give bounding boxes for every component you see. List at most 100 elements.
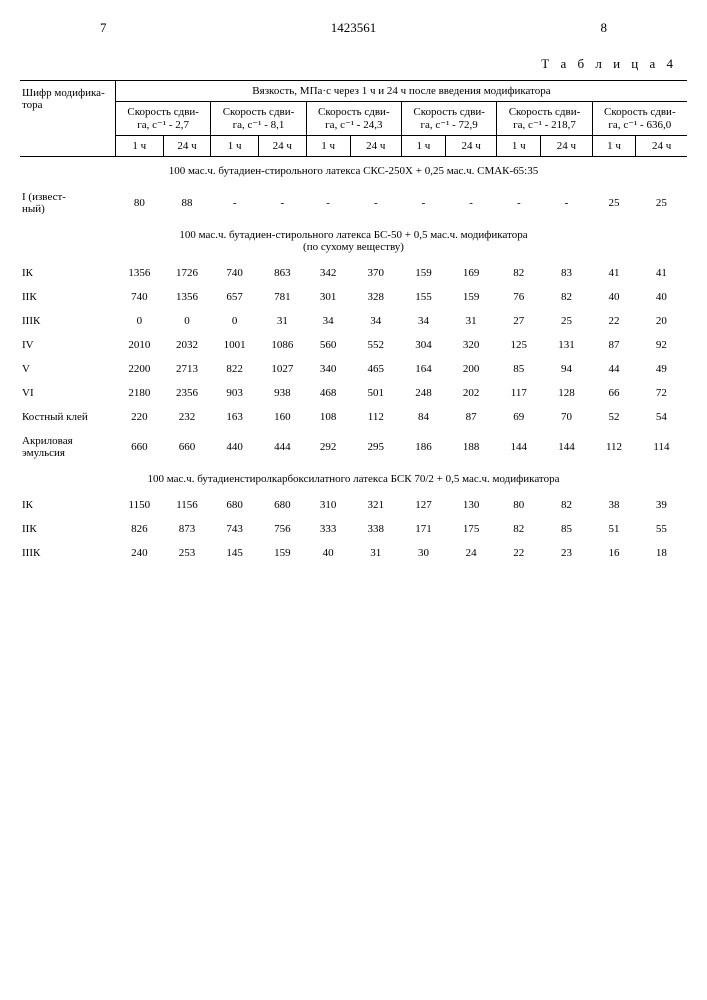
cell: 40 <box>636 285 687 309</box>
row-label: IIIК <box>20 309 116 333</box>
cell: 34 <box>350 309 401 333</box>
cell: 321 <box>350 493 401 517</box>
cell: 501 <box>350 381 401 405</box>
cell: 18 <box>636 541 687 565</box>
cell: 822 <box>211 357 259 381</box>
cell: 27 <box>497 309 541 333</box>
cell: 66 <box>592 381 636 405</box>
cell: 0 <box>163 309 211 333</box>
row-label: IIIК <box>20 541 116 565</box>
row-label: V <box>20 357 116 381</box>
cell: 40 <box>592 285 636 309</box>
cell: - <box>350 185 401 221</box>
cell: 25 <box>541 309 592 333</box>
cell: 171 <box>401 517 445 541</box>
cell: 16 <box>592 541 636 565</box>
cell: 82 <box>541 285 592 309</box>
table-row: IIIК2402531451594031302422231618 <box>20 541 687 565</box>
cell: 131 <box>541 333 592 357</box>
table-row: Акриловая эмульсия6606604404442922951861… <box>20 429 687 465</box>
cell: 44 <box>592 357 636 381</box>
cell: 338 <box>350 517 401 541</box>
cell: 440 <box>211 429 259 465</box>
cell: 22 <box>497 541 541 565</box>
cell: 55 <box>636 517 687 541</box>
sub-24h-3: 24 ч <box>445 136 496 157</box>
cell: 740 <box>211 261 259 285</box>
cell: 370 <box>350 261 401 285</box>
cell: 468 <box>306 381 350 405</box>
section-title-1: 100 мас.ч. бутадиен-стирольного латекса … <box>20 221 687 261</box>
cell: 34 <box>306 309 350 333</box>
data-table: Шифр модифика- тора Вязкость, МПа·с чере… <box>20 80 687 565</box>
row-label: Акриловая эмульсия <box>20 429 116 465</box>
cell: - <box>306 185 350 221</box>
cell: 87 <box>592 333 636 357</box>
cell: 38 <box>592 493 636 517</box>
cell: 54 <box>636 405 687 429</box>
cell: 41 <box>592 261 636 285</box>
cell: - <box>401 185 445 221</box>
cell: 2200 <box>116 357 164 381</box>
cell: 30 <box>401 541 445 565</box>
cell: 938 <box>258 381 306 405</box>
cell: 248 <box>401 381 445 405</box>
cell: 94 <box>541 357 592 381</box>
cell: 863 <box>258 261 306 285</box>
cell: 84 <box>401 405 445 429</box>
cell: 163 <box>211 405 259 429</box>
cell: 2032 <box>163 333 211 357</box>
cell: 88 <box>163 185 211 221</box>
cell: 310 <box>306 493 350 517</box>
sub-24h-5: 24 ч <box>636 136 687 157</box>
row-label: IV <box>20 333 116 357</box>
cell: 130 <box>445 493 496 517</box>
col-rowlabel-1: Шифр модифика- <box>22 87 105 99</box>
cell: 756 <box>258 517 306 541</box>
cell: 69 <box>497 405 541 429</box>
page-left: 7 <box>100 20 107 36</box>
cell: - <box>258 185 306 221</box>
cell: 25 <box>592 185 636 221</box>
cell: 292 <box>306 429 350 465</box>
cell: 159 <box>445 285 496 309</box>
cell: - <box>541 185 592 221</box>
sub-1h-1: 1 ч <box>211 136 259 157</box>
cell: 0 <box>211 309 259 333</box>
table-row: I (извест- ный)8088--------2525 <box>20 185 687 221</box>
cell: 1356 <box>163 285 211 309</box>
cell: 49 <box>636 357 687 381</box>
cell: 83 <box>541 261 592 285</box>
cell: 657 <box>211 285 259 309</box>
cell: 2713 <box>163 357 211 381</box>
cell: 0 <box>116 309 164 333</box>
cell: 202 <box>445 381 496 405</box>
cell: 240 <box>116 541 164 565</box>
cell: 85 <box>497 357 541 381</box>
sub-24h-0: 24 ч <box>163 136 211 157</box>
cell: 680 <box>211 493 259 517</box>
cell: 128 <box>541 381 592 405</box>
cell: 52 <box>592 405 636 429</box>
row-label: IIК <box>20 517 116 541</box>
cell: 92 <box>636 333 687 357</box>
page-right: 8 <box>601 20 608 36</box>
cell: 164 <box>401 357 445 381</box>
cell: 169 <box>445 261 496 285</box>
shear-col-2: Скорость сдви-га, с⁻¹ - 24,3 <box>306 102 401 136</box>
cell: 145 <box>211 541 259 565</box>
sub-1h-5: 1 ч <box>592 136 636 157</box>
row-label: IК <box>20 261 116 285</box>
sub-1h-3: 1 ч <box>401 136 445 157</box>
doc-number: 1423561 <box>331 20 377 36</box>
table-label: Т а б л и ц а 4 <box>20 56 687 72</box>
section-title-0: 100 мас.ч. бутадиен-стирольного латекса … <box>20 157 687 186</box>
cell: 232 <box>163 405 211 429</box>
cell: 82 <box>541 493 592 517</box>
cell: 301 <box>306 285 350 309</box>
table-row: IК1150115668068031032112713080823839 <box>20 493 687 517</box>
cell: 826 <box>116 517 164 541</box>
cell: 560 <box>306 333 350 357</box>
row-label: VI <box>20 381 116 405</box>
sub-1h-2: 1 ч <box>306 136 350 157</box>
